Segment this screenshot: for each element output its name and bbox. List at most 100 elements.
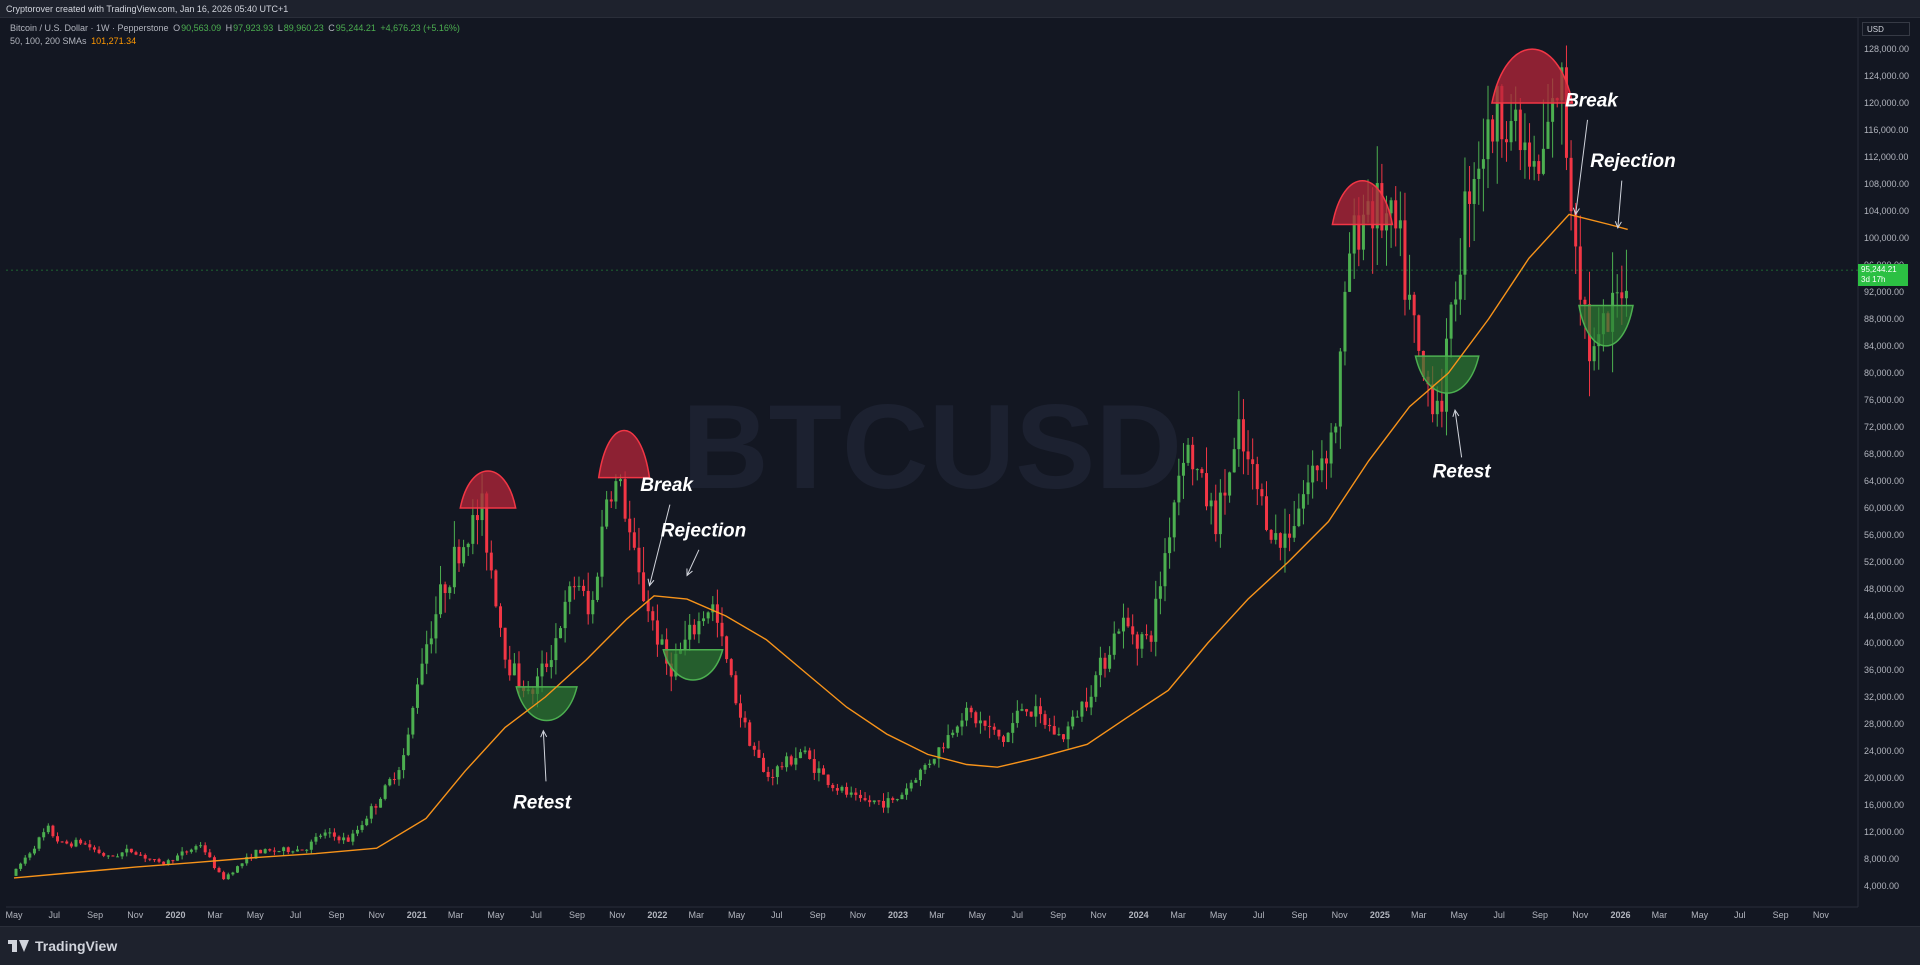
candle-up	[512, 663, 516, 676]
candle-up	[1551, 98, 1555, 122]
candle-up	[1237, 419, 1241, 450]
candle-down	[845, 786, 849, 795]
time-tick-label: Nov	[127, 910, 144, 920]
price-tick-label: 116,000.00	[1864, 125, 1908, 135]
candle-down	[729, 659, 733, 676]
candle-down	[1191, 444, 1195, 470]
candle-up	[1301, 494, 1305, 509]
sma-line	[13, 213, 1628, 879]
candle-up	[1541, 148, 1545, 174]
candle-down	[79, 839, 83, 844]
price-chart[interactable]: BTCUSD 4,000.00 8,000.00 12,000.00 16,000.00…	[0, 18, 1920, 926]
candle-up	[194, 846, 198, 850]
tradingview-logo-icon	[8, 940, 30, 952]
candle-down	[642, 572, 646, 602]
candle-down	[623, 479, 627, 519]
candle-up	[1228, 472, 1232, 496]
candle-down	[268, 849, 272, 851]
candle-up	[849, 792, 853, 795]
candle-down	[60, 841, 64, 843]
candle-up	[1209, 500, 1213, 507]
candle-up	[328, 832, 332, 834]
candle-up	[466, 543, 470, 548]
candle-up	[1112, 633, 1116, 655]
candle-up	[199, 845, 203, 847]
candle-up	[452, 546, 456, 588]
time-tick-label: May	[5, 910, 23, 920]
candle-up	[886, 798, 890, 808]
time-tick-label: Jul	[290, 910, 302, 920]
candle-down	[148, 858, 152, 860]
candle-down	[102, 853, 106, 856]
annotation-label: Break	[640, 475, 694, 496]
time-tick-label: Sep	[328, 910, 344, 920]
candle-down	[1205, 473, 1209, 507]
price-tick-label: 16,000.00	[1864, 800, 1904, 810]
candle-down	[734, 675, 738, 704]
candle-up	[462, 547, 466, 564]
candle-down	[632, 532, 636, 548]
candle-down	[1200, 469, 1204, 474]
candle-up	[559, 628, 563, 639]
candle-down	[743, 717, 747, 723]
tradingview-logo[interactable]: TradingView	[8, 938, 117, 954]
candle-up	[402, 755, 406, 771]
candle-up	[937, 747, 941, 759]
candle-up	[697, 621, 701, 635]
candle-up	[1071, 716, 1075, 727]
candle-down	[134, 852, 138, 855]
candle-up	[1348, 253, 1352, 292]
symbol-label[interactable]: Bitcoin / U.S. Dollar · 1W · Pepperstone	[10, 23, 169, 33]
candle-down	[762, 757, 766, 772]
candle-down	[835, 788, 839, 791]
candle-up	[263, 849, 267, 854]
sma-value: 101,271.34	[91, 36, 137, 46]
candle-down	[83, 843, 87, 845]
candle-up	[905, 788, 909, 795]
price-tick-label: 128,000.00	[1864, 44, 1909, 54]
candle-up	[448, 587, 452, 594]
time-tick-label: Sep	[810, 910, 826, 920]
candle-down	[259, 849, 263, 854]
candle-up	[965, 707, 969, 721]
candle-up	[798, 752, 802, 759]
candle-up	[365, 818, 369, 826]
currency-label[interactable]: USD	[1862, 22, 1910, 36]
annotation-label: Retest	[513, 792, 572, 813]
candle-up	[1168, 537, 1172, 554]
candle-down	[882, 800, 886, 808]
time-tick-label: Mar	[1411, 910, 1427, 920]
candle-up	[388, 779, 392, 786]
candle-down	[1269, 529, 1273, 540]
candle-down	[1043, 714, 1047, 725]
candle-down	[877, 800, 881, 802]
candle-down	[868, 800, 872, 803]
candle-down	[503, 627, 507, 660]
candle-up	[683, 639, 687, 650]
candle-up	[1140, 634, 1144, 649]
candle-down	[517, 663, 521, 687]
candle-up	[775, 766, 779, 778]
annotations: Retest Break Rejection Retest Break Rejection	[513, 90, 1676, 813]
candle-up	[1486, 119, 1490, 160]
candle-down	[655, 620, 659, 645]
price-tick-label: 56,000.00	[1864, 530, 1904, 540]
ohlc-line: Bitcoin / U.S. Dollar · 1W · Pepperstone…	[10, 22, 462, 35]
price-tick-label: 124,000.00	[1864, 71, 1909, 81]
price-tick-label: 84,000.00	[1864, 341, 1904, 351]
price-axis-panel	[1858, 18, 1920, 926]
candle-down	[1135, 634, 1139, 649]
candle-down	[65, 841, 69, 844]
candle-up	[116, 856, 120, 858]
change-value: +4,676.23 (+5.16%)	[380, 23, 460, 33]
candle-down	[826, 774, 830, 785]
time-axis-ticks: May Jul Sep Nov 2020 Mar May Jul Sep Nov 2021 Mar Ma…	[5, 910, 1829, 920]
candle-down	[1251, 459, 1255, 465]
candle-down	[443, 584, 447, 594]
candle-up	[235, 866, 239, 873]
candle-up	[351, 833, 355, 842]
sma-label[interactable]: 50, 100, 200 SMAs	[10, 36, 87, 46]
annotation-arrowhead	[686, 568, 693, 577]
candle-down	[171, 860, 175, 862]
chart-legend: Bitcoin / U.S. Dollar · 1W · Pepperstone…	[10, 22, 462, 48]
